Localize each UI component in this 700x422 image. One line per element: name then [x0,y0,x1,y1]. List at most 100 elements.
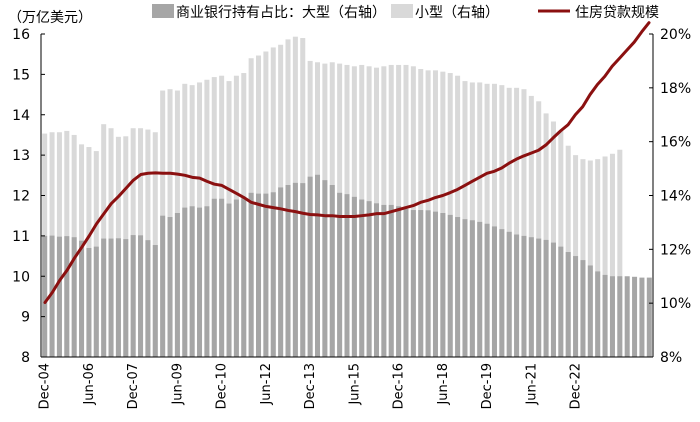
bar-large [499,229,505,357]
bar-small [543,113,549,358]
bar-large [381,204,387,357]
bar-large [189,206,195,357]
bar-large [278,187,284,357]
bar-large [521,235,527,358]
x-tick-label: Dec-10 [215,363,230,409]
bar-large [152,245,158,357]
bar-large [543,239,549,357]
legend: 商业银行持有占比：大型（右轴） 小型（右轴） 住房贷款规模 [152,4,659,21]
bar-large [565,252,571,357]
x-tick-label: Jun-09 [170,363,185,406]
bar-large [256,193,262,357]
bar-large [550,242,556,357]
x-tick-label: Dec-16 [392,363,407,409]
x-tick-label: Dec-19 [480,363,495,409]
bar-large [639,277,645,357]
right-tick-label: 10% [660,296,691,312]
left-tick-label: 16 [12,27,30,43]
bar-large [329,185,335,357]
bar-small [514,87,520,357]
bar-large [558,246,564,357]
left-tick-label: 14 [12,108,30,124]
legend-label-loans: 住房贷款规模 [575,5,659,21]
bar-small [521,89,527,358]
bar-small [536,101,542,357]
bar-large [292,182,298,357]
bar-large [477,221,483,357]
bar-large [447,214,453,357]
left-tick-label: 15 [12,67,30,83]
bar-large [632,276,638,357]
bar-small [609,153,615,357]
bar-large [595,271,601,357]
legend-swatch-large [152,4,174,18]
bar-small [506,87,512,357]
bar-large [71,237,77,357]
bar-large [322,180,328,357]
left-tick-label: 8 [21,350,30,366]
bar-large [491,226,497,357]
bar-large [366,201,372,357]
bar-small [587,160,593,357]
bar-small [484,83,490,358]
bar-large [101,238,107,357]
bar-large [580,260,586,357]
bar-large [602,274,608,357]
bar-large [204,206,210,357]
bar-large [403,208,409,357]
bar-large [462,219,468,357]
bar-large [108,238,114,357]
bar-small [550,121,556,357]
bar-large [469,220,475,357]
bar-large [410,210,416,357]
bar-large [197,207,203,357]
bar-small [595,159,601,357]
bar-large [233,199,239,357]
x-tick-label: Dec-22 [569,363,584,409]
bar-large [440,213,446,357]
bar-large [418,210,424,357]
bar-small [617,149,623,357]
left-tick-label: 9 [21,310,30,326]
bar-large [241,198,247,357]
bar-large [49,235,55,357]
bar-large [285,185,291,357]
left-tick-label: 11 [12,229,30,245]
bar-large [270,192,276,357]
bar-large [145,240,151,357]
bar-large [219,198,225,357]
bar-small [469,82,475,357]
x-tick-label: Jun-21 [524,363,539,406]
bar-small [491,83,497,358]
bar-large [425,210,431,357]
bar-large [388,204,394,357]
bar-large [248,192,254,357]
bar-small [455,75,461,357]
bar-large [536,238,542,357]
left-tick-label: 13 [12,148,30,164]
bar-large [514,234,520,357]
bar-large [344,194,350,357]
bar-large [587,265,593,357]
bar-small [499,85,505,357]
x-tick-label: Jun-06 [82,363,97,406]
bar-large [506,231,512,357]
bar-large [138,235,144,357]
bar-large [93,246,99,357]
loans-line [43,21,651,304]
bar-large [617,276,623,357]
right-tick-label: 20% [660,27,691,43]
bar-large [86,247,92,357]
bars-large-series [42,174,652,358]
bar-small [602,156,608,357]
legend-label-large: 商业银行持有占比：大型（右轴） [176,5,386,21]
legend-swatch-small [391,4,413,18]
bar-large [300,183,306,357]
bar-large [226,203,232,357]
bar-large [123,239,129,357]
bar-large [351,196,357,357]
bar-small [152,132,158,357]
bar-large [646,277,652,357]
bar-large [359,199,365,357]
x-tick-label: Dec-04 [38,363,53,409]
